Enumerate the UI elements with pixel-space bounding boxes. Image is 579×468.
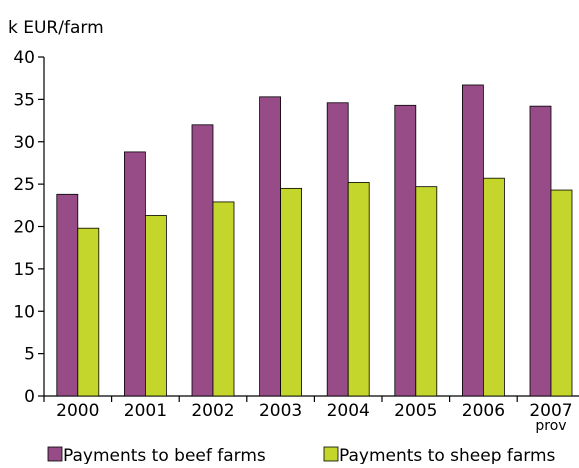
x-tick-label: 2006 — [462, 401, 505, 421]
y-tick-label: 20 — [13, 218, 35, 238]
bars — [56, 84, 573, 397]
bar-sheep-2002 — [212, 201, 235, 397]
x-tick-label: 2004 — [327, 401, 370, 421]
x-tick-label: 2007 — [529, 401, 572, 421]
bar-beef-2005 — [394, 104, 417, 397]
y-tick-label: 40 — [13, 48, 35, 68]
y-axis-label: k EUR/farm — [8, 18, 104, 38]
y-tick-label: 10 — [13, 302, 35, 322]
bar-beef-2003 — [259, 96, 282, 397]
x-tick-sublabel: prov — [535, 418, 566, 434]
bar-sheep-2003 — [280, 187, 303, 397]
bar-sheep-2004 — [347, 182, 370, 397]
tick-labels: 0 5 10 15 20 25 30 35 40 2000 2001 2002 2003 2004 2005… — [13, 48, 572, 434]
x-tick-label: 2000 — [56, 401, 99, 421]
x-tick-label: 2001 — [124, 401, 167, 421]
bar-beef-2006 — [461, 84, 484, 397]
bar-beef-2000 — [56, 193, 79, 397]
bar-beef-2007 — [529, 105, 552, 397]
bar-beef-2002 — [191, 124, 214, 397]
y-tick-label: 5 — [24, 345, 35, 365]
bar-sheep-2006 — [482, 177, 505, 397]
legend-swatch-beef — [47, 446, 63, 462]
bar-sheep-2001 — [144, 215, 167, 397]
bar-sheep-2000 — [77, 227, 100, 397]
bar-sheep-2007 — [550, 189, 573, 397]
y-tick-label: 30 — [13, 133, 35, 153]
x-tick-label: 2002 — [191, 401, 234, 421]
y-tick-label: 25 — [13, 175, 35, 195]
legend-label-beef: Payments to beef farms — [63, 446, 266, 464]
bar-sheep-2005 — [415, 186, 438, 397]
y-tick-label: 15 — [13, 260, 35, 280]
bar-beef-2001 — [124, 151, 146, 397]
x-tick-label: 2003 — [259, 401, 302, 421]
y-tick-label: 0 — [24, 387, 35, 407]
y-tick-label: 35 — [13, 90, 35, 110]
legend-label-sheep: Payments to sheep farms — [339, 446, 556, 464]
bar-beef-2004 — [326, 102, 349, 397]
x-tick-label: 2005 — [394, 401, 437, 421]
legend-swatch-sheep — [323, 446, 339, 462]
legend: Payments to beef farms Payments to sheep … — [47, 446, 556, 466]
